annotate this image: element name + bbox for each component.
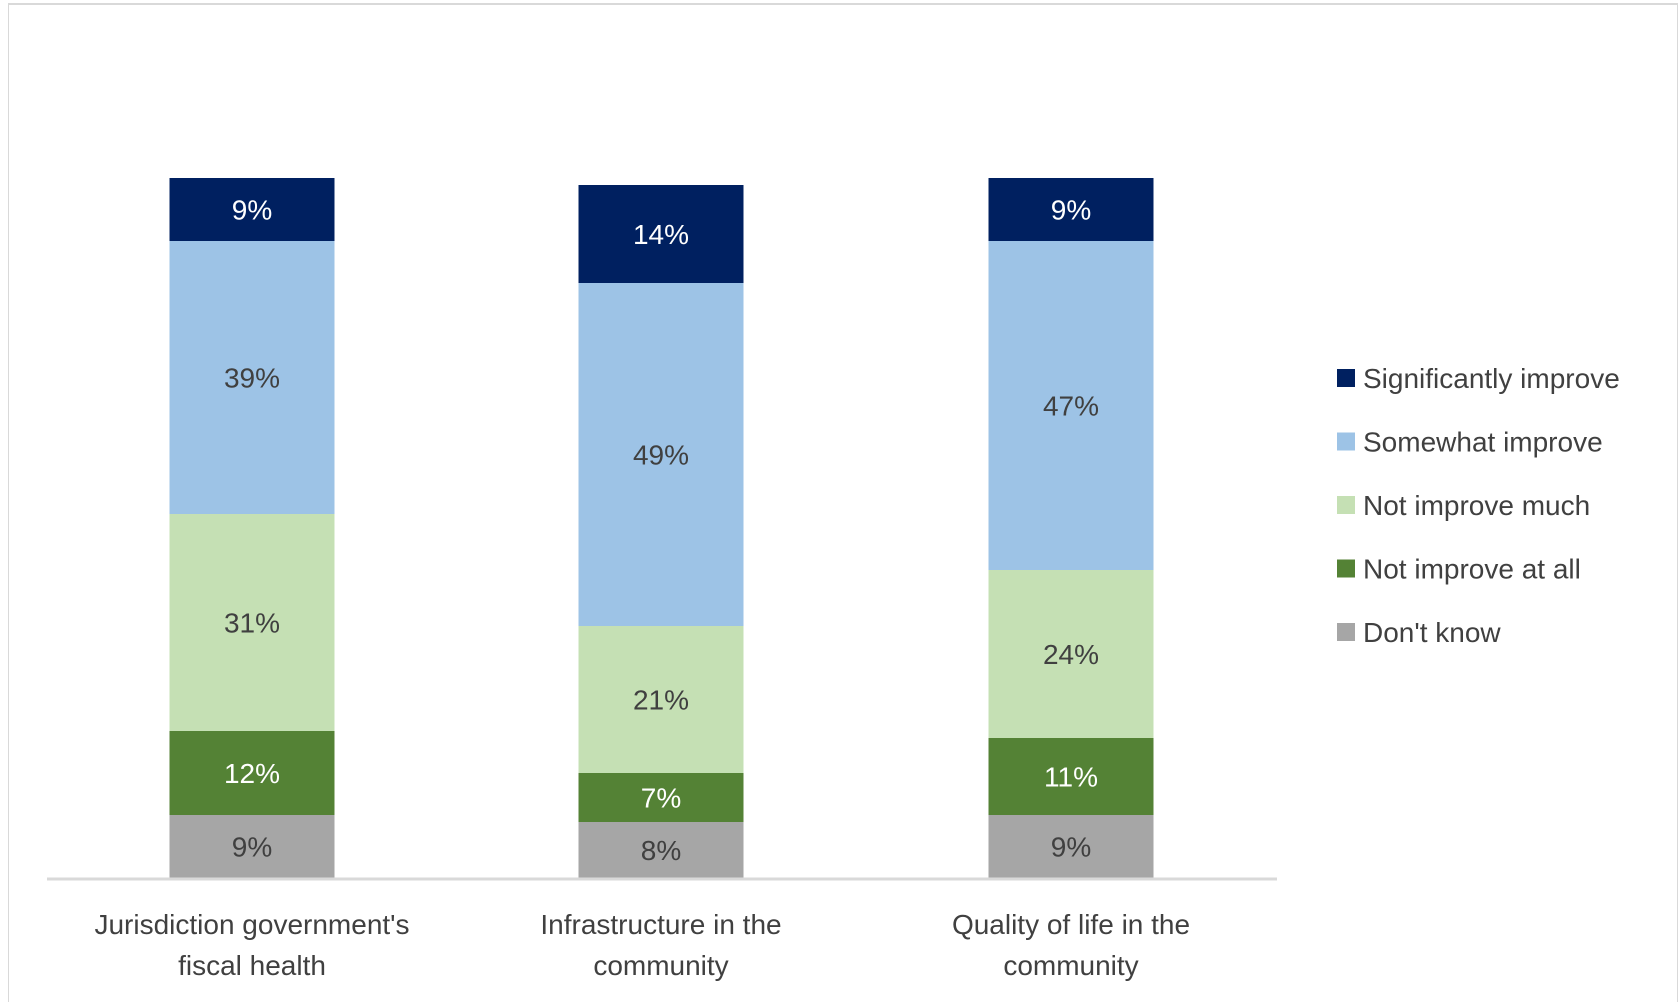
bar-segment-somewhat-improve-2 (578, 283, 744, 626)
legend-label-not-improve-at-all: Not improve at all (1363, 554, 1581, 585)
category-label-2-line-1: Infrastructure in the (540, 909, 781, 940)
data-label-don-t-know-3: 9% (1051, 832, 1091, 863)
legend-label-somewhat-improve: Somewhat improve (1363, 427, 1603, 458)
bar-segment-not-improve-at-all-3 (988, 738, 1154, 815)
legend-label-don-t-know: Don't know (1363, 617, 1501, 648)
legend-swatch-not-improve-much (1337, 496, 1355, 514)
bar-segment-not-improve-at-all-1 (169, 731, 335, 815)
bar-segment-somewhat-improve-3 (988, 241, 1154, 570)
bar-segment-somewhat-improve-1 (169, 241, 335, 514)
data-label-significantly-improve-1: 9% (232, 195, 272, 226)
legend-swatch-somewhat-improve (1337, 432, 1355, 451)
bar-segment-significantly-improve-1 (169, 178, 335, 241)
data-label-not-improve-much-2: 21% (633, 685, 689, 716)
legend: Significantly improve Somewhat improve Not… (1337, 363, 1620, 648)
category-labels: Jurisdiction government's fiscal health In… (94, 909, 1190, 981)
category-label-3-line-2: community (1003, 950, 1138, 981)
category-label-3-line-1: Quality of life in the (952, 909, 1190, 940)
bar-segment-not-improve-much-3 (988, 570, 1154, 738)
data-label-not-improve-at-all-1: 12% (224, 758, 280, 789)
bar-segment-don-t-know-1 (169, 815, 335, 878)
bar-segment-don-t-know-3 (988, 815, 1154, 878)
data-label-don-t-know-1: 9% (232, 832, 272, 863)
data-label-somewhat-improve-1: 39% (224, 363, 280, 394)
data-label-not-improve-much-3: 24% (1043, 639, 1099, 670)
bar-segment-not-improve-much-2 (578, 626, 744, 773)
data-label-not-improve-at-all-2: 7% (641, 783, 681, 814)
bar-segment-significantly-improve-3 (988, 178, 1154, 241)
data-label-not-improve-at-all-3: 11% (1044, 762, 1098, 793)
data-label-significantly-improve-3: 9% (1051, 195, 1091, 226)
legend-label-significantly-improve: Significantly improve (1363, 363, 1620, 394)
data-label-not-improve-much-1: 31% (224, 608, 280, 639)
legend-swatch-not-improve-at-all (1337, 559, 1355, 578)
bar-segment-significantly-improve-2 (578, 185, 744, 283)
category-label-1-line-2: fiscal health (178, 950, 326, 981)
legend-swatch-significantly-improve (1337, 369, 1355, 387)
category-label-1-line-1: Jurisdiction government's (94, 909, 409, 940)
data-label-somewhat-improve-3: 47% (1043, 391, 1099, 422)
bars-layer: 9% 12% 31% 39% 9% 8% 7% 21% 49% 14% 9% 11% 24% 47% 9% (169, 178, 1154, 878)
bar-segment-not-improve-much-1 (169, 514, 335, 731)
data-label-don-t-know-2: 8% (641, 835, 681, 866)
bar-segment-don-t-know-2 (578, 822, 744, 878)
category-label-2-line-2: community (593, 950, 728, 981)
legend-swatch-don-t-know (1337, 623, 1355, 641)
data-label-somewhat-improve-2: 49% (633, 440, 689, 471)
data-label-significantly-improve-2: 14% (633, 219, 689, 250)
bar-segment-not-improve-at-all-2 (578, 773, 744, 822)
legend-label-not-improve-much: Not improve much (1363, 490, 1590, 521)
stacked-bar-chart: 9% 12% 31% 39% 9% 8% 7% 21% 49% 14% 9% 11% 24% 47%9% … (47, 178, 1620, 981)
chart-area: 9% 12% 31% 39% 9% 8% 7% 21% 49% 14% 9% 11% 24% 47% 9% … (8, 3, 1678, 1002)
